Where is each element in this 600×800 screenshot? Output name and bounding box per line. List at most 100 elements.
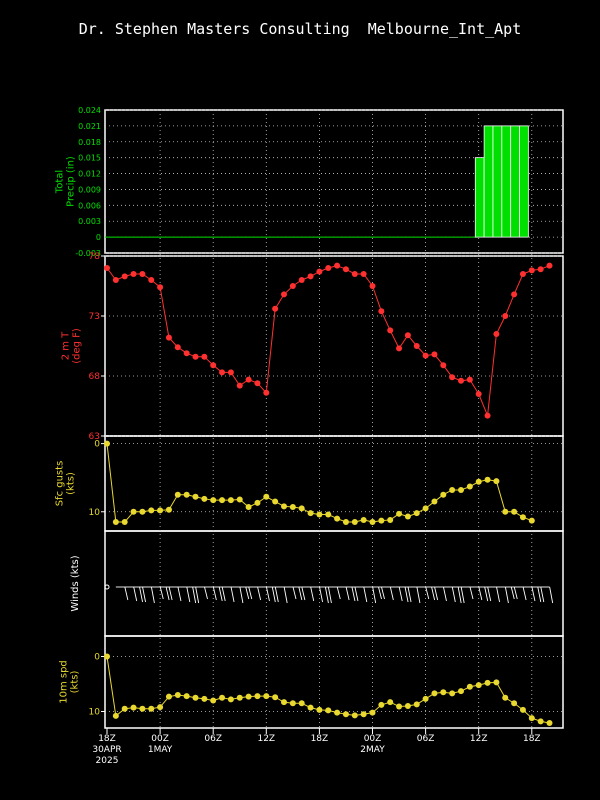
data-point-1-2 xyxy=(121,273,128,280)
y-tick-label: 0.018 xyxy=(78,138,101,147)
data-point-1-39 xyxy=(449,374,456,381)
data-point-2-11 xyxy=(201,495,208,502)
wind-barb-5 xyxy=(151,586,164,600)
y-tick-label: 68 xyxy=(89,372,101,382)
panel-frame-3 xyxy=(104,530,564,637)
data-point-1-24 xyxy=(316,268,323,275)
data-point-4-48 xyxy=(528,715,535,722)
data-point-1-45 xyxy=(502,313,509,319)
wind-barb-26 xyxy=(337,586,350,601)
data-point-4-6 xyxy=(157,704,164,711)
x-tick-label: 18Z xyxy=(311,734,329,744)
data-point-4-1 xyxy=(112,712,119,719)
data-point-1-29 xyxy=(360,271,367,277)
data-point-2-4 xyxy=(139,508,146,515)
y-tick-label: 0.021 xyxy=(78,122,101,131)
data-point-1-11 xyxy=(201,353,208,360)
data-point-4-13 xyxy=(219,694,226,701)
data-point-2-47 xyxy=(519,514,526,521)
data-point-2-37 xyxy=(431,498,438,505)
data-point-1-10 xyxy=(192,353,199,360)
wind-barb-1 xyxy=(115,586,129,601)
data-point-2-40 xyxy=(458,486,464,493)
data-point-1-4 xyxy=(139,271,146,277)
y-tick-label: 63 xyxy=(89,432,100,442)
wind-barb-43 xyxy=(487,586,500,603)
wind-barb-39 xyxy=(452,586,465,604)
data-point-1-12 xyxy=(210,362,217,369)
data-point-2-0 xyxy=(104,440,110,447)
y-tick-label: 78 xyxy=(89,252,101,262)
data-point-1-33 xyxy=(396,345,403,352)
wind-barb-45 xyxy=(505,586,518,600)
data-point-2-24 xyxy=(316,511,323,518)
data-point-4-26 xyxy=(334,709,341,716)
data-point-1-46 xyxy=(511,291,518,298)
wind-barb-7 xyxy=(168,586,182,602)
wind-barb-40 xyxy=(461,586,474,600)
data-point-1-23 xyxy=(307,273,314,280)
precip-bar-4 xyxy=(510,125,520,238)
y-axis-label: Winds (kts) xyxy=(70,555,81,611)
data-point-1-47 xyxy=(519,271,526,277)
y-tick-label: 0.003 xyxy=(78,217,101,226)
wind-barb-22 xyxy=(301,586,315,602)
data-point-1-0 xyxy=(104,265,110,271)
wind-barb-3 xyxy=(133,586,146,603)
data-point-2-33 xyxy=(396,510,403,517)
data-point-1-41 xyxy=(466,376,473,383)
data-point-2-48 xyxy=(528,517,535,524)
y-axis-label: (kts) xyxy=(70,671,81,694)
data-point-1-36 xyxy=(422,352,429,359)
y-tick-label: -0.003 xyxy=(75,249,101,258)
x-tick-label: 2025 xyxy=(96,756,119,766)
precip-bar-1 xyxy=(483,125,494,238)
data-point-1-35 xyxy=(413,343,420,349)
data-point-1-15 xyxy=(236,382,243,389)
x-tick-label: 06Z xyxy=(204,734,222,744)
data-point-2-42 xyxy=(475,478,482,485)
data-point-4-22 xyxy=(298,700,305,707)
y-tick-label: 10 xyxy=(89,708,101,718)
wind-barb-31 xyxy=(381,586,394,601)
data-point-2-38 xyxy=(440,491,447,498)
data-point-4-7 xyxy=(165,693,172,700)
data-point-1-8 xyxy=(174,344,181,351)
data-point-2-13 xyxy=(219,497,226,504)
data-point-4-31 xyxy=(378,701,385,708)
data-point-2-35 xyxy=(413,510,420,517)
data-point-2-29 xyxy=(360,516,367,523)
data-point-2-5 xyxy=(148,507,155,514)
wind-barb-9 xyxy=(186,586,200,604)
data-point-1-43 xyxy=(484,412,491,419)
wind-barb-11 xyxy=(204,586,217,601)
wind-barb-48 xyxy=(531,586,545,603)
wind-barb-14 xyxy=(230,586,244,604)
wind-barb-18 xyxy=(266,586,279,603)
x-tick-label: 06Z xyxy=(417,734,435,744)
data-point-1-30 xyxy=(369,283,376,289)
precip-bar-3 xyxy=(501,125,512,238)
data-point-2-10 xyxy=(192,493,199,500)
wind-barb-4 xyxy=(142,586,155,604)
data-point-2-15 xyxy=(236,496,243,503)
precip-bar-0 xyxy=(474,157,485,238)
x-tick-label: 18Z xyxy=(98,734,116,744)
data-point-4-14 xyxy=(227,696,234,703)
data-point-2-44 xyxy=(493,478,500,485)
y-tick-label: 0 xyxy=(96,233,101,242)
data-point-4-25 xyxy=(325,707,332,714)
wind-barb-44 xyxy=(496,586,509,604)
data-point-1-40 xyxy=(458,377,464,384)
data-point-2-46 xyxy=(511,508,518,515)
data-point-1-37 xyxy=(431,351,438,358)
wind-barb-19 xyxy=(275,586,288,604)
data-point-1-14 xyxy=(227,369,234,376)
y-axis-label: 10m spd xyxy=(59,660,70,704)
data-point-2-45 xyxy=(502,508,509,515)
data-point-2-12 xyxy=(210,497,217,504)
data-point-1-13 xyxy=(219,369,226,376)
wind-barb-42 xyxy=(478,586,492,602)
wind-barb-35 xyxy=(416,586,430,600)
